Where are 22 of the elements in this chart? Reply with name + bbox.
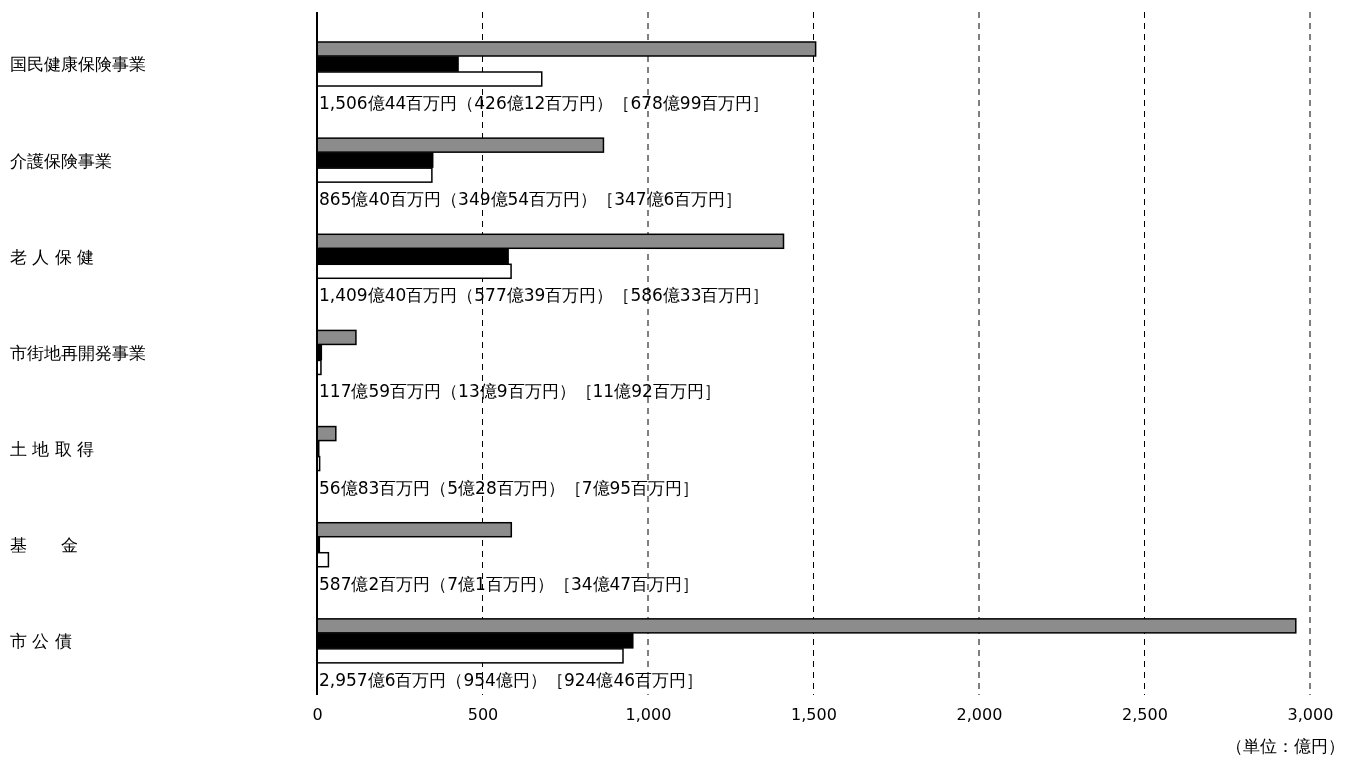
x-tick-label: 1,500 [791, 705, 837, 725]
x-tick-label: 0 [312, 705, 323, 725]
x-tick-label: 500 [467, 705, 499, 725]
annotation: 117億59百万円（13億9百万円）［11億92百万円］ [319, 381, 721, 402]
annotation: 587億2百万円（7億1百万円）［34億47百万円］ [319, 573, 700, 594]
x-tick-label: 2,000 [956, 705, 1003, 725]
y-tick-label: 基 金 [10, 535, 78, 556]
x-tick-label: 2,500 [1122, 705, 1168, 725]
y-tick-label: 市街地再開発事業 [10, 342, 146, 363]
y-tick-label: 老 人 保 健 [10, 246, 95, 267]
x-tick-label: 1,000 [625, 705, 672, 725]
x-tick-label: 3,000 [1287, 705, 1334, 725]
text: （単位：億円） [1226, 736, 1345, 756]
y-tick-label: 市 公 債 [10, 631, 72, 652]
annotation: 865億40百万円（349億54百万円）［347億6百万円］ [319, 189, 743, 210]
annotation: 56億83百万円（5億28百万円）［7億95百万円］ [319, 477, 700, 498]
annotation: 1,506億44百万円（426億12百万円）［678億99百万円］ [319, 93, 770, 113]
annotation: 2,957億6百万円（954億円）［924億46百万円］ [319, 669, 704, 690]
y-tick-label: 土 地 取 得 [10, 439, 95, 460]
y-tick-label: 国民健康保険事業 [10, 54, 146, 75]
y-tick-label: 介護保険事業 [10, 150, 112, 171]
annotation: 1,409億40百万円（577億39百万円）［586億33百万円］ [319, 285, 770, 306]
